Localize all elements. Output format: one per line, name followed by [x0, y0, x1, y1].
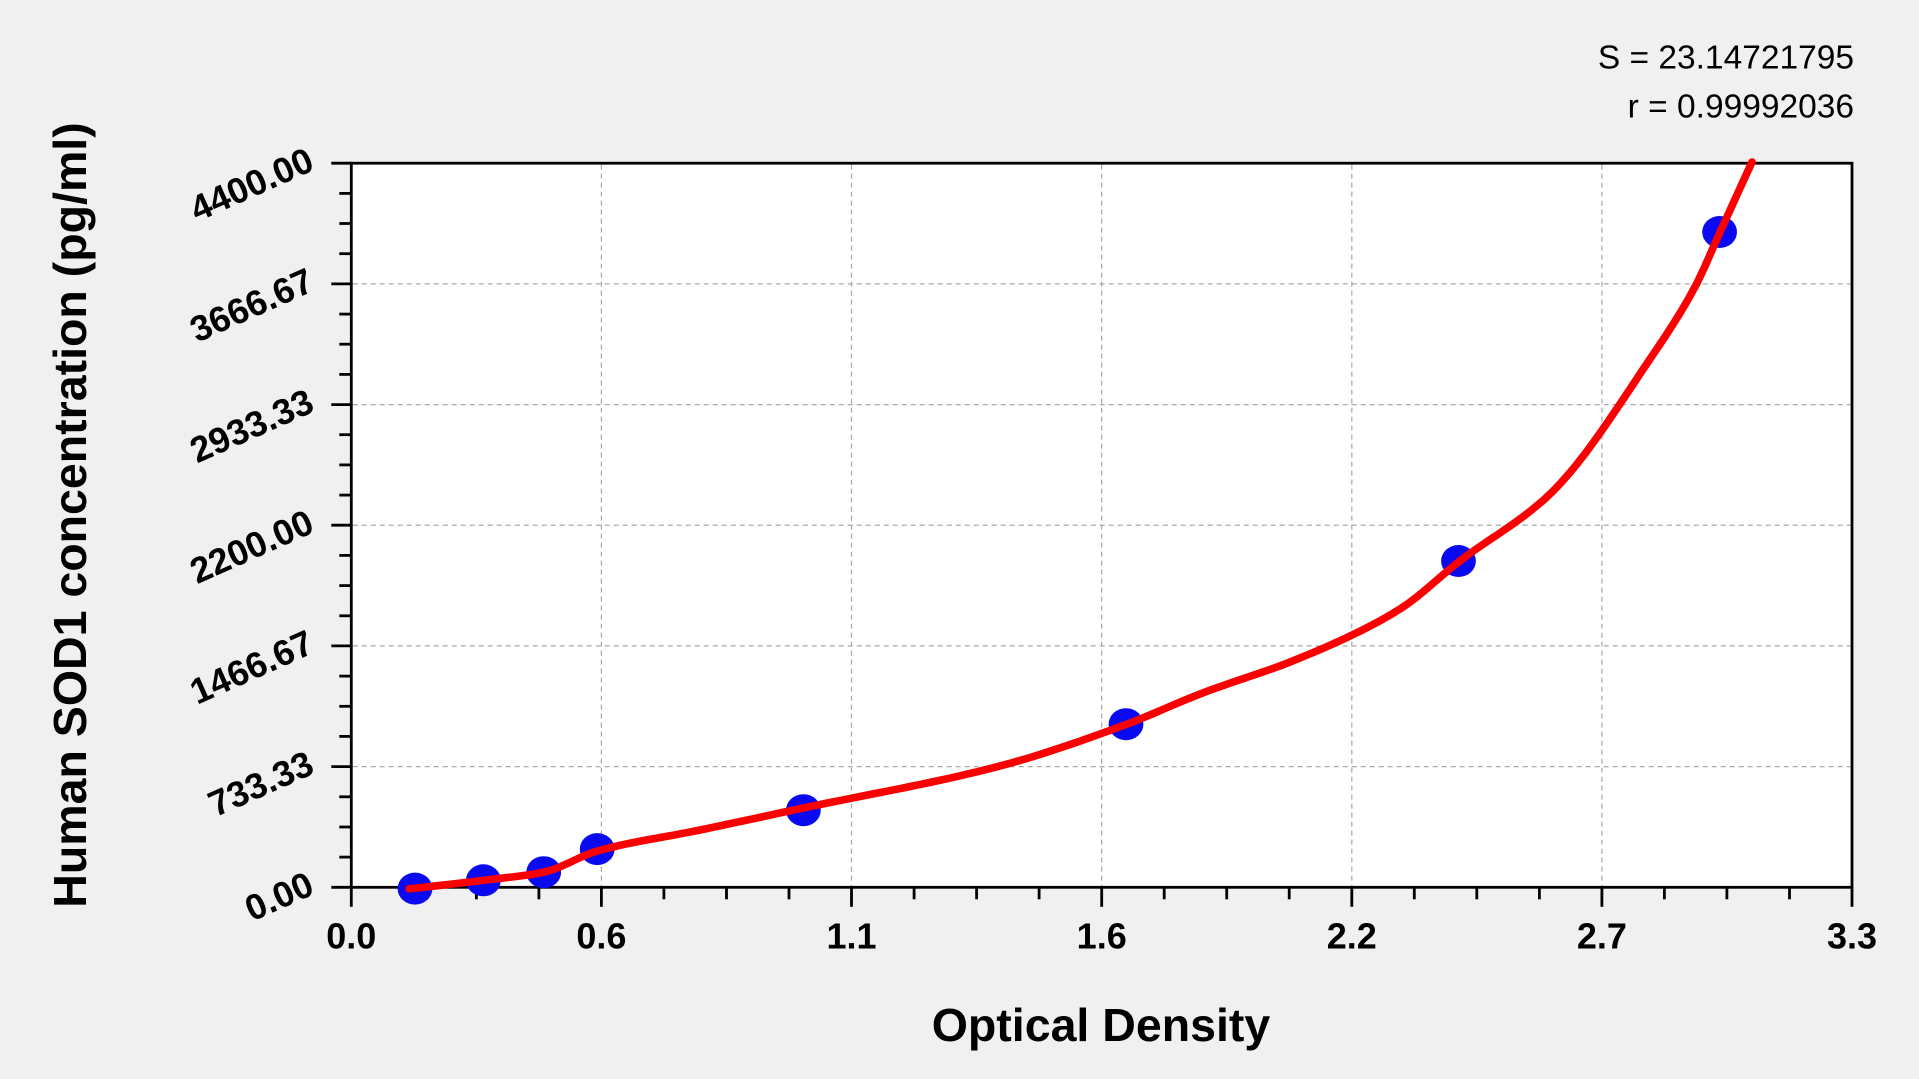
- svg-text:r = 0.99992036: r = 0.99992036: [1628, 89, 1854, 126]
- svg-text:3.3: 3.3: [1827, 916, 1877, 957]
- svg-text:1.1: 1.1: [826, 916, 876, 957]
- svg-text:Optical Density: Optical Density: [932, 999, 1271, 1051]
- svg-text:0.6: 0.6: [576, 916, 626, 957]
- svg-text:Human SOD1 concentration (pg/m: Human SOD1 concentration (pg/ml): [44, 122, 96, 907]
- svg-text:1.6: 1.6: [1077, 916, 1127, 957]
- svg-text:S = 23.14721795: S = 23.14721795: [1598, 40, 1854, 77]
- svg-text:2.2: 2.2: [1327, 916, 1377, 957]
- svg-text:0.0: 0.0: [326, 916, 376, 957]
- svg-text:2.7: 2.7: [1577, 916, 1627, 957]
